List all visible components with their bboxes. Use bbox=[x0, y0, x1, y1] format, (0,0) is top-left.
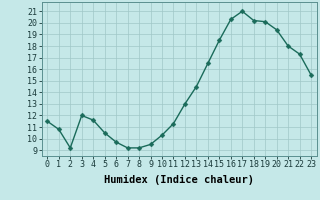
X-axis label: Humidex (Indice chaleur): Humidex (Indice chaleur) bbox=[104, 175, 254, 185]
